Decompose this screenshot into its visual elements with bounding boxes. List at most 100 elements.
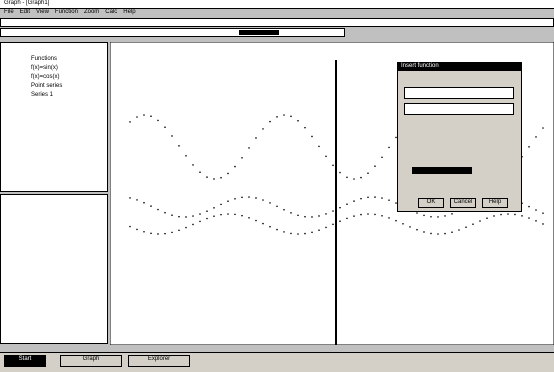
curve-dot	[157, 120, 159, 122]
curve-dot	[381, 215, 383, 217]
curve-dot	[325, 213, 327, 215]
task-button[interactable]: Explorer	[128, 355, 190, 367]
curve-dot	[171, 214, 173, 216]
curve-dot	[423, 215, 425, 217]
curve-dot	[318, 146, 320, 148]
menu-item[interactable]: Function	[55, 9, 78, 17]
menu-item[interactable]: Edit	[20, 9, 30, 17]
curve-dot	[150, 115, 152, 117]
menu-item[interactable]: File	[4, 9, 14, 17]
curve-dot	[234, 198, 236, 200]
curve-dot	[311, 216, 313, 218]
curve-dot	[360, 177, 362, 179]
curve-dot	[255, 137, 257, 139]
curve-dot	[465, 226, 467, 228]
text-field[interactable]	[404, 103, 514, 115]
curve-dot	[136, 199, 138, 201]
curve-dot	[213, 178, 215, 180]
dialog-button[interactable]: Help	[482, 198, 508, 208]
curve-dot	[325, 227, 327, 229]
curve-dot	[143, 114, 145, 116]
curve-dot	[262, 128, 264, 130]
curve-dot	[178, 229, 180, 231]
function-item[interactable]: Point series	[31, 82, 107, 91]
curve-dot	[521, 215, 523, 217]
menu-item[interactable]: Zoom	[84, 9, 99, 17]
menu-item[interactable]: View	[36, 9, 49, 17]
curve-dot	[143, 231, 145, 233]
curve-dot	[444, 215, 446, 217]
curve-dot	[472, 223, 474, 225]
task-button[interactable]: Graph	[60, 355, 122, 367]
curve-dot	[199, 221, 201, 223]
curve-dot	[255, 220, 257, 222]
curve-dot	[241, 215, 243, 217]
curve-dot	[171, 232, 173, 234]
curve-dot	[276, 205, 278, 207]
dialog-button[interactable]: OK	[418, 198, 444, 208]
text-field[interactable]	[404, 87, 514, 99]
dialog-title: Insert function	[398, 63, 521, 71]
curve-dot	[318, 215, 320, 217]
curve-dot	[213, 215, 215, 217]
curve-dot	[136, 116, 138, 118]
curve-dot	[374, 214, 376, 216]
curve-dot	[353, 200, 355, 202]
curve-dot	[311, 231, 313, 233]
curve-dot	[220, 214, 222, 216]
curve-dot	[479, 220, 481, 222]
function-item[interactable]: Functions	[31, 55, 107, 64]
menu-bar: File Edit View Function Zoom Calc Help	[0, 9, 554, 17]
dialog-button[interactable]: Cancel	[450, 198, 476, 208]
curve-dot	[220, 177, 222, 179]
curve-dot	[262, 199, 264, 201]
curve-dot	[192, 224, 194, 226]
properties-panel	[0, 194, 108, 344]
curve-dot	[157, 233, 159, 235]
title-bar: Graph - [Graph1]	[0, 0, 554, 9]
curve-dot	[241, 157, 243, 159]
curve-dot	[129, 226, 131, 228]
curve-dot	[451, 213, 453, 215]
curve-dot	[304, 216, 306, 218]
curve-dot	[185, 216, 187, 218]
curve-dot	[185, 155, 187, 157]
curve-dot	[500, 214, 502, 216]
curve-dot	[171, 135, 173, 137]
color-picker[interactable]	[412, 167, 472, 174]
curve-dot	[136, 229, 138, 231]
curve-dot	[388, 217, 390, 219]
curve-dot	[367, 172, 369, 174]
curve-dot	[346, 218, 348, 220]
curve-dot	[451, 231, 453, 233]
curve-dot	[234, 214, 236, 216]
curve-dot	[514, 214, 516, 216]
curve-dot	[486, 217, 488, 219]
curve-dot	[248, 217, 250, 219]
curve-dot	[255, 197, 257, 199]
curve-dot	[297, 214, 299, 216]
function-item[interactable]: f(x)=sin(x)	[31, 64, 107, 73]
function-item[interactable]: Series 1	[31, 91, 107, 100]
menu-item[interactable]: Help	[123, 9, 135, 17]
curve-dot	[416, 229, 418, 231]
curve-dot	[248, 147, 250, 149]
function-item[interactable]: f(x)=cos(x)	[31, 73, 107, 82]
curve-dot	[528, 146, 530, 148]
curve-dot	[283, 209, 285, 211]
color-swatch	[239, 30, 279, 35]
curve-dot	[269, 202, 271, 204]
curve-dot	[318, 229, 320, 231]
curve-dot	[402, 223, 404, 225]
curve-dot	[395, 220, 397, 222]
start-button[interactable]: Start	[4, 355, 46, 367]
menu-item[interactable]: Calc	[105, 9, 117, 17]
curve-dot	[423, 231, 425, 233]
curve-dot	[409, 226, 411, 228]
curve-dot	[178, 216, 180, 218]
screen: Graph - [Graph1] File Edit View Function Zoo…	[0, 0, 554, 372]
curve-dot	[311, 136, 313, 138]
curve-dot	[206, 176, 208, 178]
curve-dot	[269, 121, 271, 123]
